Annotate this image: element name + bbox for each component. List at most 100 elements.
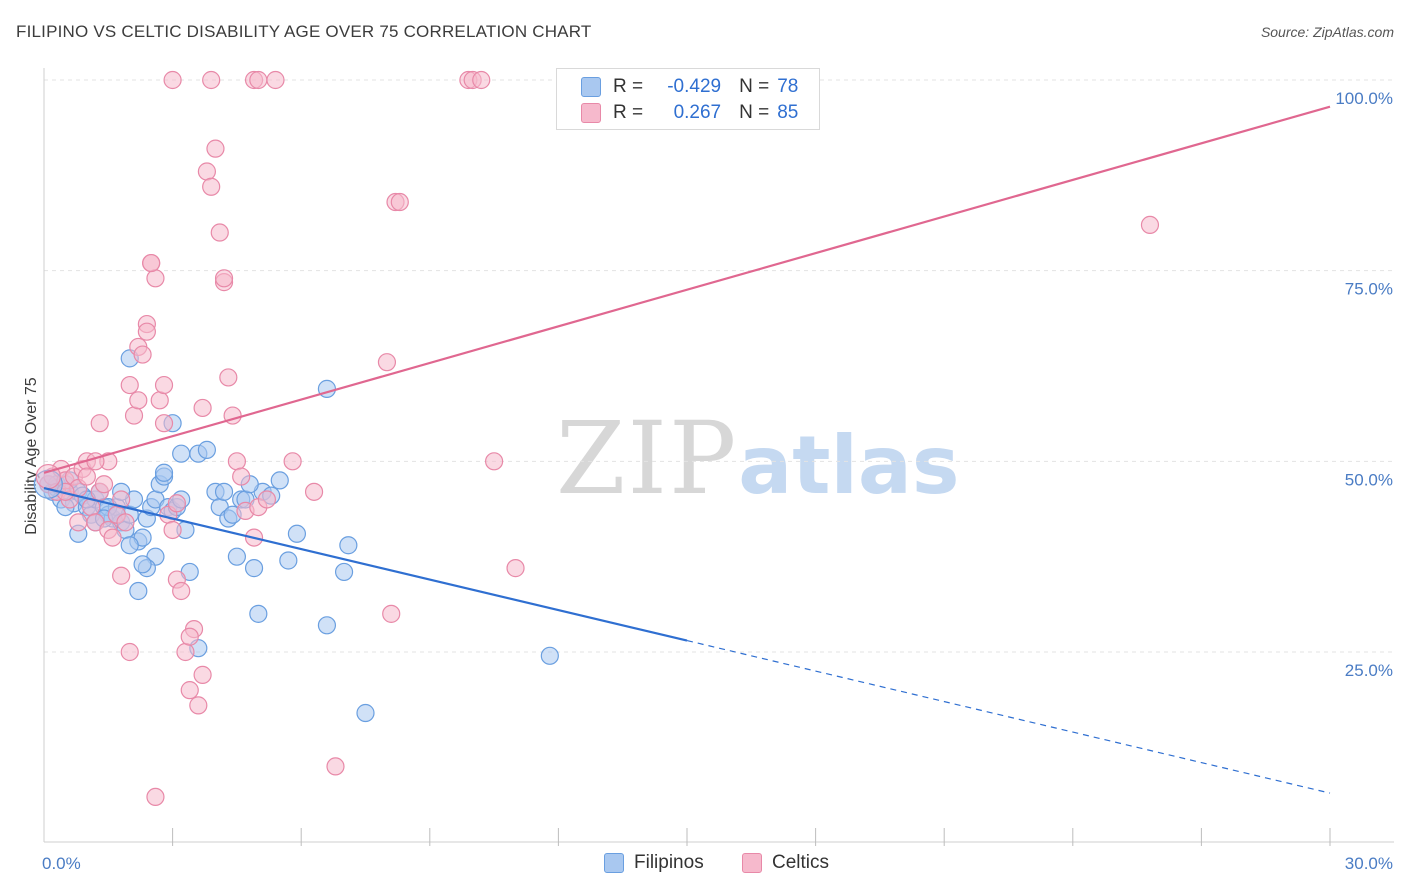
celtic-point <box>210 223 229 242</box>
legend-n-label: N = <box>739 76 770 97</box>
legend-n-label: N = <box>739 102 770 123</box>
celtic-point <box>266 70 285 90</box>
y-tick-label: 50.0% <box>1345 470 1393 489</box>
legend-swatch-filipinos <box>581 77 601 97</box>
celtic-point <box>116 513 135 532</box>
celtic-point <box>154 414 174 433</box>
celtic-point <box>176 642 195 662</box>
celtic-point <box>257 490 277 509</box>
filipino-point <box>172 444 191 463</box>
celtic-point <box>1140 215 1160 235</box>
celtic-point <box>232 467 251 486</box>
series-legend: Filipinos Celtics <box>0 852 1406 876</box>
celtic-point <box>69 513 88 532</box>
celtic-point <box>137 322 156 341</box>
celtic-point <box>163 520 182 540</box>
legend-swatch-celtics <box>581 103 601 123</box>
filipino-trend-line <box>43 486 688 642</box>
legend-row-filipinos: R = -0.429 N = 78 <box>581 75 798 99</box>
celtic-point <box>112 490 131 509</box>
celtic-point <box>172 581 191 601</box>
legend-n-value: 78 <box>777 76 799 97</box>
celtic-point <box>90 414 109 433</box>
y-tick-label: 25.0% <box>1345 661 1393 680</box>
celtic-point <box>202 177 221 196</box>
filipino-point <box>287 524 307 543</box>
celtic-point <box>249 70 268 90</box>
filipino-point <box>227 547 246 566</box>
celtic-point <box>283 452 302 471</box>
series-swatch-celtics <box>742 853 762 873</box>
celtic-point <box>506 559 525 578</box>
chart-title: FILIPINO VS CELTIC DISABILITY AGE OVER 7… <box>16 22 592 41</box>
legend-row-celtics: R = 0.267 N = 85 <box>581 101 798 125</box>
legend-n-value: 85 <box>777 102 799 123</box>
x-tick-label: 30.0% <box>1345 854 1393 873</box>
celtic-point <box>133 345 152 364</box>
celtic-point <box>150 391 169 410</box>
celtic-trend-line <box>43 105 1331 474</box>
correlation-legend: R = -0.429 N = 78 R = 0.267 N = 85 <box>556 68 820 130</box>
celtic-point <box>197 162 216 181</box>
legend-r-value: 0.267 <box>673 102 722 123</box>
celtic-point <box>326 757 345 776</box>
celtic-point <box>214 269 234 288</box>
celtic-point <box>142 253 161 273</box>
celtic-point <box>129 391 148 410</box>
celtic-point <box>120 642 139 662</box>
filipino-point <box>249 604 268 623</box>
filipino-point <box>244 559 264 578</box>
celtic-point <box>193 665 212 684</box>
series-label-filipinos: Filipinos <box>634 852 704 873</box>
filipino-point <box>120 536 139 555</box>
celtic-point <box>227 452 246 471</box>
legend-r-label: R = <box>613 76 644 97</box>
celtic-point <box>163 70 182 90</box>
legend-r-label: R = <box>613 102 644 123</box>
celtic-point <box>472 70 491 90</box>
celtic-point <box>202 70 221 90</box>
celtic-point <box>180 681 199 700</box>
filipino-point <box>339 536 358 555</box>
celtic-point <box>390 192 409 212</box>
celtic-point <box>485 452 504 471</box>
y-tick-label: 100.0% <box>1335 89 1393 108</box>
filipino-point <box>356 703 375 723</box>
filipino-point <box>334 562 354 582</box>
watermark-atlas: atlas <box>738 419 960 512</box>
y-axis-label: Disability Age Over 75 <box>23 377 40 535</box>
filipino-point <box>279 551 298 570</box>
celtic-point <box>219 368 238 387</box>
legend-r-value: -0.429 <box>667 76 722 97</box>
source-label: Source: ZipAtlas.com <box>1260 24 1394 40</box>
filipino-point <box>540 646 559 665</box>
celtic-point <box>124 406 144 425</box>
celtic-point <box>103 528 122 547</box>
series-label-celtics: Celtics <box>772 852 830 873</box>
series-legend-celtics[interactable]: Celtics <box>742 852 829 874</box>
celtic-point <box>167 494 186 513</box>
celtic-point <box>206 139 225 158</box>
celtic-point <box>146 787 165 807</box>
filipino-point <box>133 555 152 574</box>
celtic-point <box>146 269 165 288</box>
y-tick-label: 75.0% <box>1345 280 1393 299</box>
filipino-point <box>317 616 337 635</box>
celtic-point <box>94 475 114 494</box>
celtic-point <box>154 375 174 395</box>
filipino-point <box>197 440 216 459</box>
x-tick-label: 0.0% <box>42 854 81 873</box>
celtic-point <box>377 353 397 372</box>
series-legend-filipinos[interactable]: Filipinos <box>604 852 704 874</box>
filipino-point <box>129 581 148 601</box>
watermark: ZIPatlas <box>556 400 960 517</box>
celtic-point <box>304 482 324 501</box>
watermark-zip: ZIP <box>556 400 739 517</box>
filipino-trend-extension <box>686 639 1331 794</box>
celtic-point <box>120 375 139 395</box>
celtic-point <box>77 467 96 486</box>
celtic-point <box>180 627 199 646</box>
filipino-point <box>214 482 234 501</box>
celtic-point <box>112 566 131 585</box>
